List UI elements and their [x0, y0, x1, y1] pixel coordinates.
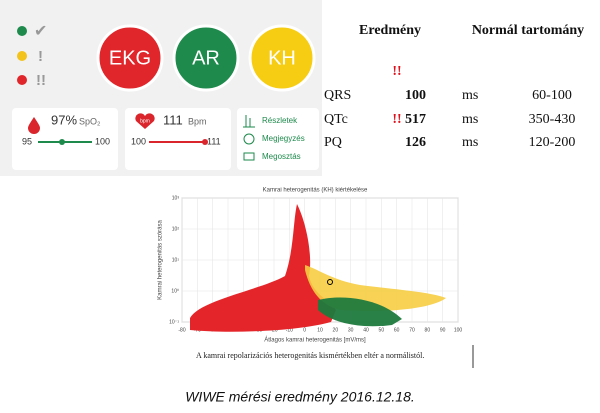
y-tick-label: 10³ — [172, 195, 180, 201]
heart-label: bpm — [140, 118, 150, 124]
actions-card — [237, 108, 319, 170]
slider-min: 95 — [22, 136, 32, 146]
row-unit: ms — [462, 112, 478, 127]
kh-button[interactable] — [248, 24, 316, 92]
heart-icon — [135, 113, 155, 129]
alert: !! — [392, 64, 401, 79]
drop-icon — [28, 117, 40, 134]
table-header: Normál tartomány — [472, 23, 584, 38]
kh-plot: Kamrai heterogenitás (KH) kiértékelése Á… — [158, 188, 463, 344]
x-axis-label: Átlagos kamrai heterogenitás [mV/ms] — [264, 337, 366, 344]
result-marker — [327, 279, 333, 285]
x-tick-label: 30 — [348, 327, 354, 333]
pulse-unit: Bpm — [188, 116, 207, 126]
status-dot — [17, 51, 27, 61]
plot-title: Kamrai heterogenitás (KH) kiértékelése — [263, 188, 368, 194]
action-link[interactable]: Részletek — [262, 116, 298, 125]
row-name: PQ — [324, 135, 342, 150]
x-tick-label: 100 — [454, 327, 463, 333]
row-name: QTc — [324, 112, 348, 127]
button-label[interactable]: EKG — [109, 47, 151, 69]
x-tick-label: 90 — [440, 327, 446, 333]
row-range: 120-200 — [529, 135, 576, 150]
status-dot — [17, 75, 27, 85]
red-region — [190, 204, 336, 332]
ar-button[interactable] — [172, 24, 240, 92]
slider-min: 100 — [131, 136, 146, 146]
status-dot — [17, 26, 27, 36]
slider-max: 100 — [95, 136, 110, 146]
y-axis-label: Kamrai heterogenitás szórása — [158, 219, 164, 299]
x-tick-label: 10 — [317, 327, 323, 333]
pulse-card — [125, 108, 231, 170]
x-tick-label: 20 — [333, 327, 339, 333]
x-tick-label: 0 — [303, 327, 306, 333]
x-tick-label: 50 — [379, 327, 385, 333]
pulse-value: 111 — [163, 112, 183, 127]
slider-max: 111 — [207, 136, 221, 146]
x-tick-label: 60 — [394, 327, 400, 333]
button-label[interactable]: KH — [268, 47, 296, 69]
slider-knob[interactable] — [202, 139, 208, 145]
x-tick-label: 80 — [425, 327, 431, 333]
spo2-value: 97% — [51, 112, 77, 127]
green-region — [318, 297, 402, 327]
table-header: Eredmény — [359, 23, 421, 38]
share-icon — [243, 152, 255, 161]
action-link[interactable]: Megjegyzés — [262, 134, 305, 143]
row-unit: ms — [462, 135, 478, 150]
row-range: 60-100 — [532, 88, 572, 103]
row-value: 517 — [405, 112, 426, 127]
y-tick-label: 10⁰ — [171, 288, 179, 294]
slider-knob[interactable] — [59, 139, 65, 145]
y-tick-label: 10² — [172, 226, 180, 232]
note-icon — [243, 133, 255, 145]
row-name: QRS — [324, 88, 351, 103]
x-tick-label: -80 — [178, 327, 185, 333]
spo2-unit: SpO₂ — [79, 116, 101, 126]
button-label[interactable]: AR — [192, 47, 220, 69]
row-range: 350-430 — [529, 112, 576, 127]
plot-note: A kamrai repolarizációs heterogenitás ki… — [196, 351, 424, 360]
action-link[interactable]: Megosztás — [262, 152, 301, 161]
details-icon — [243, 115, 255, 128]
x-tick-label: 40 — [363, 327, 369, 333]
row-unit: ms — [462, 88, 478, 103]
y-tick-label: 10⁻¹ — [169, 319, 179, 325]
row-flag: !! — [392, 112, 401, 127]
y-tick-label: 10¹ — [172, 257, 180, 263]
x-tick-label: -20 — [270, 327, 277, 333]
status-icon: !! — [36, 72, 46, 89]
row-value: 126 — [405, 135, 426, 150]
x-tick-label: -10 — [286, 327, 293, 333]
status-icon: ! — [38, 48, 43, 65]
spo2-card — [12, 108, 118, 170]
x-tick-label: 70 — [409, 327, 415, 333]
status-icon: ✔ — [34, 23, 47, 40]
caption: WIWE mérési eredmény 2016.12.18. — [185, 389, 415, 405]
ekg-button[interactable] — [96, 24, 164, 92]
row-value: 100 — [405, 88, 426, 103]
